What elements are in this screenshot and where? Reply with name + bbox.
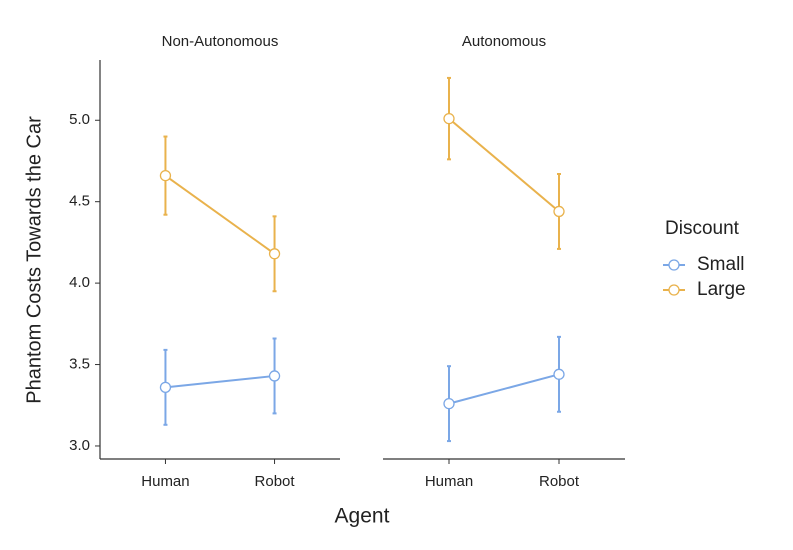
series-line — [448, 117, 560, 213]
x-tick-label: Human — [425, 473, 473, 490]
x-tick-label: Robot — [539, 473, 580, 490]
y-tick-label: 4.5 — [69, 193, 90, 210]
point — [443, 397, 455, 410]
legend-marker — [668, 284, 680, 296]
point — [268, 370, 281, 382]
series-line — [165, 374, 275, 389]
point — [553, 368, 565, 380]
legend-marker — [668, 259, 680, 271]
point — [159, 169, 172, 182]
y-tick-label: 3.0 — [69, 437, 90, 454]
y-tick-label: 4.0 — [69, 274, 90, 291]
point — [553, 205, 565, 218]
point — [159, 381, 172, 393]
point — [443, 112, 455, 125]
series-line — [448, 373, 560, 405]
facet-title: Non-Autonomous — [162, 33, 279, 50]
point — [268, 248, 281, 260]
x-tick-label: Human — [141, 473, 189, 490]
x-axis-label: Agent — [335, 505, 390, 528]
x-tick-label: Robot — [255, 473, 296, 490]
y-tick-label: 3.5 — [69, 356, 90, 373]
y-axis-label: Phantom Costs Towards the Car — [23, 116, 45, 404]
legend-label: Large — [697, 279, 746, 300]
series-line — [164, 174, 276, 255]
facet-title: Autonomous — [462, 33, 546, 50]
legend-title: Discount — [665, 218, 740, 239]
y-tick-label: 5.0 — [69, 111, 90, 128]
legend-label: Small — [697, 254, 745, 275]
